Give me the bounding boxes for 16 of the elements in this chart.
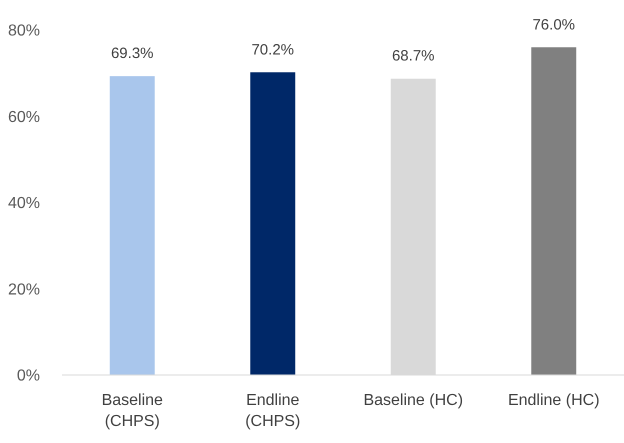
data-label: 76.0% (532, 16, 576, 34)
x-tick-label: Baseline (HC) (363, 392, 464, 409)
bar (531, 47, 576, 375)
bar (110, 76, 155, 375)
data-label: 70.2% (251, 41, 294, 58)
x-tick-label: Baseline (CHPS) (102, 392, 164, 430)
x-tick-label: Endline (HC) (508, 392, 600, 409)
x-tick-label: Endline (CHPS) (245, 392, 300, 430)
y-tick-label: 60% (8, 108, 40, 126)
y-tick-label: 40% (8, 195, 40, 212)
data-label: 69.3% (110, 45, 154, 62)
y-tick-label: 0% (16, 368, 40, 385)
data-label: 68.7% (392, 48, 435, 65)
y-tick-label: 20% (8, 281, 40, 298)
y-tick-label: 80% (8, 22, 40, 40)
bar (250, 72, 296, 375)
